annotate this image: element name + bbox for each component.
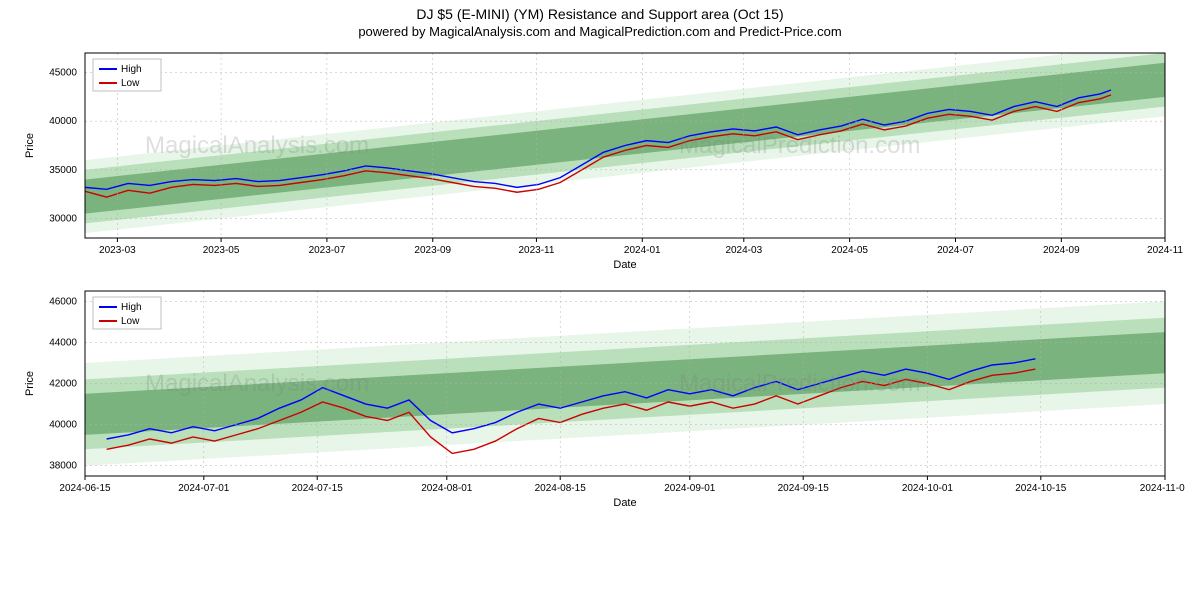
svg-text:2023-05: 2023-05 — [203, 245, 240, 256]
svg-text:2023-09: 2023-09 — [414, 245, 451, 256]
svg-text:38000: 38000 — [49, 461, 77, 472]
svg-text:2024-08-15: 2024-08-15 — [535, 483, 587, 494]
svg-text:30000: 30000 — [49, 214, 77, 225]
svg-text:Low: Low — [121, 78, 140, 89]
svg-text:2024-06-15: 2024-06-15 — [59, 483, 111, 494]
svg-text:2024-10-15: 2024-10-15 — [1015, 483, 1067, 494]
svg-text:46000: 46000 — [49, 296, 77, 307]
svg-text:High: High — [121, 64, 142, 75]
svg-text:2023-07: 2023-07 — [309, 245, 346, 256]
svg-text:35000: 35000 — [49, 165, 77, 176]
svg-text:2024-09-15: 2024-09-15 — [778, 483, 830, 494]
svg-text:2023-11: 2023-11 — [518, 245, 554, 256]
svg-text:2024-07-01: 2024-07-01 — [178, 483, 230, 494]
svg-text:40000: 40000 — [49, 420, 77, 431]
svg-text:44000: 44000 — [49, 337, 77, 348]
svg-text:High: High — [121, 302, 142, 313]
chart-title: DJ $5 (E-MINI) (YM) Resistance and Suppo… — [0, 6, 1200, 22]
svg-text:Date: Date — [613, 497, 636, 509]
svg-text:2024-09: 2024-09 — [1043, 245, 1080, 256]
svg-text:2023-03: 2023-03 — [99, 245, 136, 256]
svg-text:Price: Price — [24, 133, 36, 158]
chart-2: 38000 40000 42000 44000 46000 2024-06-15 2024-… — [15, 281, 1185, 511]
svg-text:2024-05: 2024-05 — [831, 245, 868, 256]
svg-text:2024-03: 2024-03 — [725, 245, 762, 256]
svg-text:2024-08-01: 2024-08-01 — [421, 483, 473, 494]
svg-text:2024-11: 2024-11 — [1147, 245, 1183, 256]
svg-text:2024-07: 2024-07 — [937, 245, 974, 256]
svg-text:Price: Price — [24, 371, 36, 396]
chart-1-wrap: 30000 35000 40000 45000 2023-03 2023-05 2023-0… — [15, 43, 1185, 273]
svg-text:40000: 40000 — [49, 116, 77, 127]
svg-text:Low: Low — [121, 316, 140, 327]
svg-text:2024-10-01: 2024-10-01 — [902, 483, 954, 494]
svg-text:Date: Date — [613, 259, 636, 271]
svg-text:2024-07-15: 2024-07-15 — [292, 483, 344, 494]
chart-2-wrap: 38000 40000 42000 44000 46000 2024-06-15 2024-… — [15, 281, 1185, 511]
svg-text:42000: 42000 — [49, 379, 77, 390]
svg-text:2024-11-01: 2024-11-01 — [1140, 483, 1185, 494]
svg-text:2024-09-01: 2024-09-01 — [664, 483, 716, 494]
chart-subtitle: powered by MagicalAnalysis.com and Magic… — [0, 24, 1200, 39]
chart-1: 30000 35000 40000 45000 2023-03 2023-05 2023-0… — [15, 43, 1185, 273]
svg-text:45000: 45000 — [49, 67, 77, 78]
svg-text:2024-01: 2024-01 — [624, 245, 661, 256]
